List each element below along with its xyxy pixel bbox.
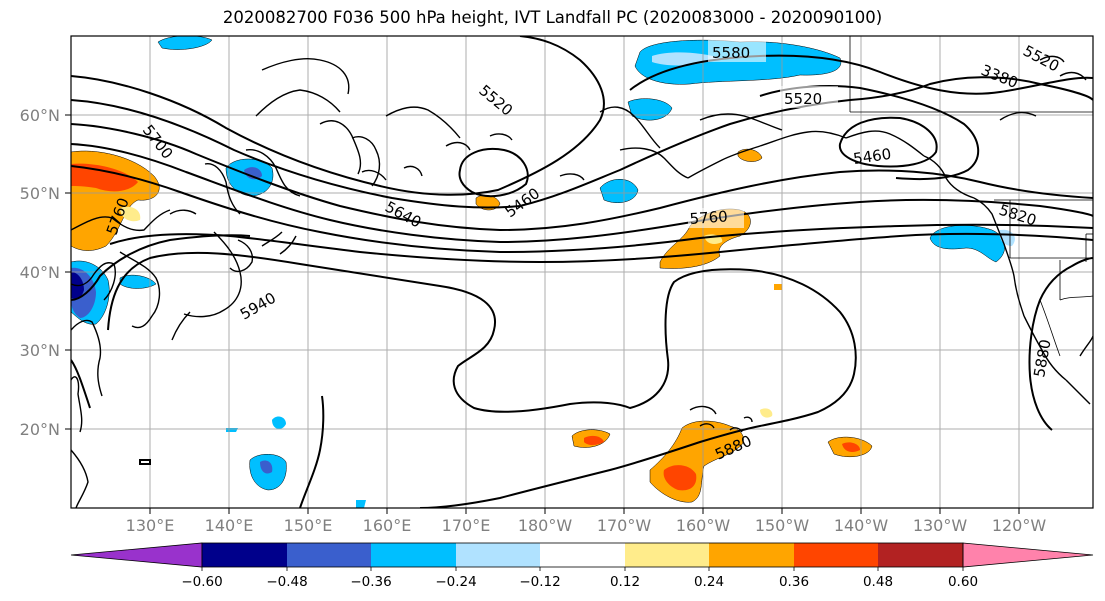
map-area: 5580 5520 5520 5520 5460 3380 5700 5460 …: [71, 36, 1093, 508]
colorbar-frame: [201, 542, 964, 568]
lat-label: 50°N: [20, 184, 60, 203]
contour-label: 5760: [689, 207, 728, 228]
lon-label: 160°E: [363, 516, 412, 535]
colorbar: −0.60 −0.48 −0.36 −0.24 −0.12 0.12 0.24 …: [70, 542, 1094, 590]
colorbar-segment: [794, 543, 878, 567]
contour-label: 5520: [784, 90, 822, 108]
ivt-neg-patch: [119, 274, 157, 289]
colorbar-tick-label: 0.48: [863, 574, 893, 590]
gridlines: [71, 36, 1093, 508]
ivt-pos-patch: [737, 148, 763, 162]
colorbar-segment: [709, 543, 794, 567]
colorbar-segment: [456, 543, 540, 567]
lon-label: 170°E: [442, 516, 491, 535]
colorbar-tick-label: −0.36: [350, 574, 391, 590]
colorbar-tick-label: −0.48: [266, 574, 307, 590]
ivt-neg-patch: [356, 500, 366, 508]
colorbar-tick-label: 0.24: [694, 574, 724, 590]
lon-label: 130°W: [913, 516, 968, 535]
lon-label: 140°W: [834, 516, 889, 535]
colorbar-tick-label: 0.36: [779, 574, 809, 590]
lat-label: 40°N: [20, 263, 60, 282]
ivt-pos-patch: [774, 284, 782, 290]
ivt-pos-patch: [71, 163, 138, 192]
ivt-neg-patch: [244, 167, 262, 180]
ivt-pos-patch: [663, 465, 697, 491]
latitude-labels: 60°N 50°N 40°N 30°N 20°N: [20, 106, 60, 439]
lon-label: 150°W: [755, 516, 810, 535]
colorbar-tick-label: −0.12: [519, 574, 560, 590]
colorbar-segment: [540, 543, 625, 567]
ivt-pos-patch: [842, 442, 860, 452]
colorbar-tick-label: 0.12: [610, 574, 640, 590]
colorbar-segment: [625, 543, 709, 567]
ivt-neg-patch: [599, 179, 639, 203]
ivt-pos-patch: [120, 206, 141, 222]
lat-label: 20°N: [20, 420, 60, 439]
longitude-labels: 130°E 140°E 150°E 160°E 170°E 180°W 170°…: [126, 516, 1047, 535]
colorbar-segment: [287, 543, 371, 567]
lon-label: 140°E: [205, 516, 254, 535]
colorbar-tick-label: −0.60: [181, 574, 222, 590]
lat-label: 30°N: [20, 341, 60, 360]
colorbar-segment: [70, 542, 203, 568]
colorbar-tick-label: 0.60: [948, 574, 978, 590]
colorbar-segment: [962, 542, 1094, 568]
lon-label: 120°W: [992, 516, 1047, 535]
ivt-neg-patch: [260, 460, 273, 474]
borders: [849, 36, 1093, 357]
lon-label: 180°W: [518, 516, 573, 535]
lon-label: 160°W: [676, 516, 731, 535]
contour-label: 5580: [712, 44, 750, 62]
coastlines: [71, 55, 1093, 508]
lon-label: 170°W: [597, 516, 652, 535]
axis-ticks: [65, 114, 1020, 514]
colorbar-segment: [371, 543, 456, 567]
lon-label: 130°E: [126, 516, 175, 535]
map-title: 2020082700 F036 500 hPa height, IVT Land…: [222, 8, 883, 27]
colorbar-segment: [202, 543, 287, 567]
lat-label: 60°N: [20, 106, 60, 125]
lon-label: 150°E: [284, 516, 333, 535]
colorbar-segment: [878, 543, 963, 567]
ivt-neg-patch: [272, 416, 286, 429]
colorbar-tick-label: −0.24: [435, 574, 476, 590]
ivt-pos-patch: [760, 408, 773, 418]
ivt-pos-patch: [584, 435, 604, 445]
ivt-neg-patch: [157, 36, 213, 50]
contour-label: 5460: [852, 145, 892, 168]
